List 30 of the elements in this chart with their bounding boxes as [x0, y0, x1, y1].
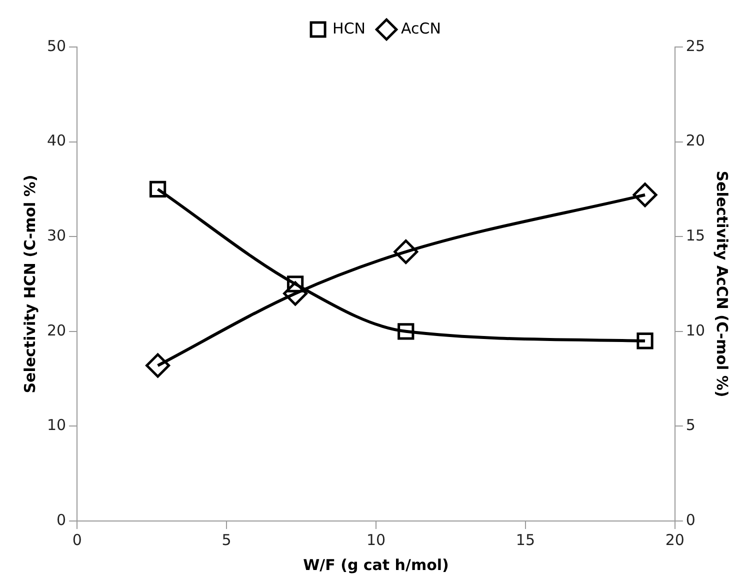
y2-tick-label: 10	[686, 321, 706, 340]
y-tick-label: 50	[46, 36, 66, 55]
point	[283, 281, 308, 306]
x-tick-label: 10	[366, 530, 386, 549]
x-tick-label: 0	[72, 530, 82, 549]
point	[286, 276, 304, 292]
point	[632, 182, 658, 208]
point	[398, 323, 414, 340]
point	[394, 240, 418, 264]
y-tick-label: 20	[46, 321, 66, 340]
y2-tick-label: 25	[686, 36, 706, 55]
y2-tick-label: 15	[686, 226, 706, 244]
x-tick-label: 5	[222, 530, 232, 549]
y-tick-label: 40	[46, 132, 66, 150]
point	[636, 332, 654, 350]
point	[149, 180, 166, 198]
legend-label: AcCN	[401, 19, 441, 38]
y2-tick-label: 20	[686, 132, 706, 150]
y2-tick-label: 5	[686, 416, 696, 434]
y-tick-label: 10	[46, 416, 66, 434]
x-axis-title: W/F (g cat h/mol)	[303, 556, 449, 574]
y-tick-label: 0	[56, 510, 66, 529]
y2-tick-label: 0	[686, 510, 696, 529]
point	[146, 353, 170, 378]
x-tick-label: 15	[516, 530, 536, 549]
y2-axis-title: Selectivity AcCN (C-mol %)	[713, 170, 732, 398]
x-tick-label: 20	[665, 530, 684, 549]
y-tick-label: 30	[46, 226, 66, 244]
y-axis-title: Selectivity HCN (C-mol %)	[20, 174, 39, 394]
legend-label: HCN	[332, 19, 366, 38]
